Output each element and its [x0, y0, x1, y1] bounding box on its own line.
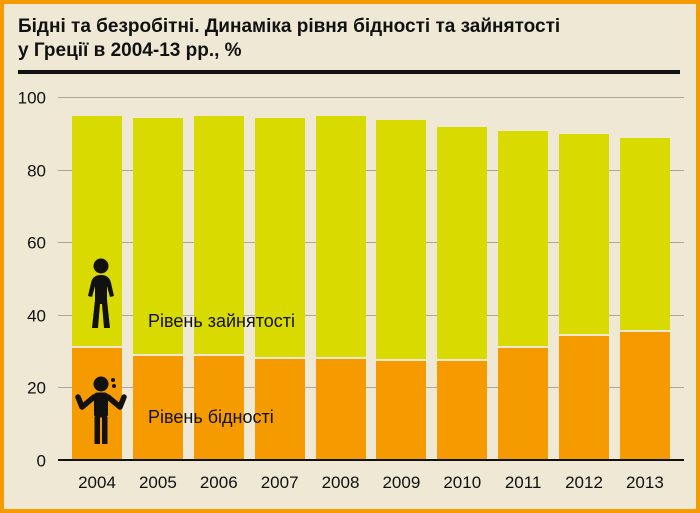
title-divider [18, 70, 680, 74]
y-axis-tick-40: 40 [27, 306, 46, 326]
plot-area: 2004 2005 2006 2007 2008 2009 2010 2011 2012 2013 [58, 97, 684, 492]
y-axis-tick-20: 20 [27, 378, 46, 398]
bar-segment-employment [498, 130, 549, 347]
bar-segment-poverty [193, 355, 244, 461]
x-axis-label-2005: 2005 [138, 473, 177, 492]
bar-segment-employment [193, 115, 244, 354]
bar-segment-poverty [559, 335, 609, 461]
x-axis-label-2013: 2013 [625, 473, 664, 492]
gridline-80 [58, 169, 684, 171]
x-axis-label-2004: 2004 [78, 473, 116, 492]
chart-area: 0 20 40 60 80 100 2004 2005 2006 2007 2008 2009 201… [12, 90, 688, 503]
bar-segment-poverty [437, 361, 488, 461]
bar-2012: 2012 [559, 98, 609, 492]
y-axis-tick-0: 0 [36, 451, 46, 471]
bar-segment-poverty [315, 359, 366, 461]
bar-2007: 2007 [254, 98, 305, 492]
bar-segment-employment [559, 134, 609, 334]
person-shrugging-icon [72, 376, 130, 446]
gridline-60 [58, 242, 684, 244]
bar-2004: 2004 [72, 98, 122, 492]
chart-title-line-1: Бідні та безробітні. Динаміка рівня бідн… [18, 16, 561, 37]
bar-2013: 2013 [619, 98, 670, 492]
x-axis-label-2012: 2012 [565, 473, 603, 492]
x-axis-label-2009: 2009 [382, 473, 421, 492]
chart-title-line-2: у Греції в 2004-13 рр., % [18, 40, 242, 61]
bars-row: 2004 2005 2006 2007 2008 2009 2010 2011 2012 2013 [58, 98, 684, 492]
x-axis-label-2010: 2010 [443, 473, 482, 492]
y-axis-tick-60: 60 [27, 233, 46, 253]
y-axis-tick-80: 80 [27, 161, 46, 181]
bar-segment-poverty [132, 355, 183, 461]
x-axis-label-2011: 2011 [504, 473, 542, 492]
bar-2005: 2005 [132, 98, 183, 492]
person-standing-icon [84, 258, 118, 334]
bar-2010: 2010 [437, 98, 488, 492]
bar-segment-poverty [254, 359, 305, 461]
x-axis-label-2008: 2008 [321, 473, 360, 492]
poverty-series-label: Рівень бідності [148, 407, 274, 428]
bar-2009: 2009 [376, 98, 427, 492]
bar-2008: 2008 [315, 98, 366, 492]
bar-segment-employment [376, 119, 427, 360]
bar-segment-employment [315, 115, 366, 358]
bar-segment-poverty [376, 361, 427, 461]
bar-segment-employment [437, 126, 488, 360]
x-axis-label-2007: 2007 [260, 473, 299, 492]
chart-header: Бідні та безробітні. Динаміка рівня бідн… [4, 4, 696, 74]
x-axis-label-2006: 2006 [199, 473, 238, 492]
bar-2011: 2011 [498, 98, 549, 492]
employment-series-label: Рівень зайнятості [148, 311, 295, 332]
bar-segment-employment [619, 137, 670, 331]
y-axis-labels: 0 20 40 60 80 100 [12, 90, 50, 470]
y-axis-tick-100: 100 [17, 88, 46, 108]
x-axis-line [58, 459, 684, 461]
gridline-100 [58, 97, 684, 98]
gridline-40 [58, 314, 684, 316]
bar-segment-poverty [619, 332, 670, 461]
bar-segment-poverty [498, 348, 549, 461]
gridline-20 [58, 387, 684, 389]
bar-segment-employment [254, 117, 305, 358]
bar-segment-employment [132, 117, 183, 354]
bar-2006: 2006 [193, 98, 244, 492]
